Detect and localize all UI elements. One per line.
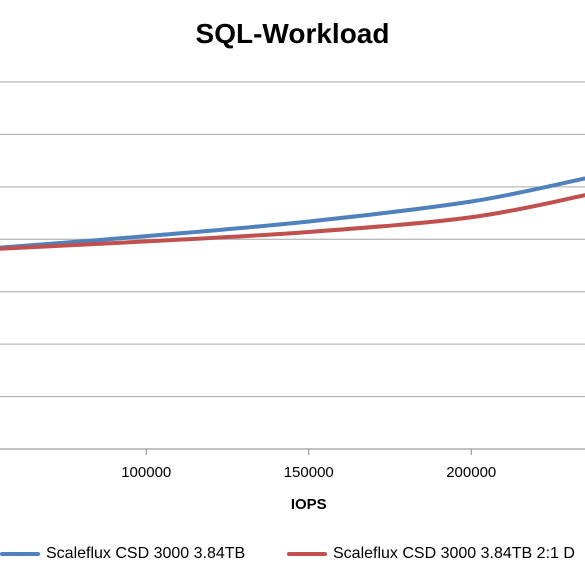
- legend: Scaleflux CSD 3000 3.84TB Scaleflux CSD …: [0, 541, 585, 567]
- legend-swatch-series-1: [0, 552, 40, 556]
- gridlines: [0, 81, 585, 450]
- chart-title: SQL-Workload: [195, 18, 390, 49]
- series-line-1: [0, 176, 585, 250]
- legend-item-series-2: Scaleflux CSD 3000 3.84TB 2:1 D: [287, 541, 575, 567]
- legend-label-series-1: Scaleflux CSD 3000 3.84TB: [46, 545, 246, 562]
- x-axis-title: IOPS: [291, 496, 327, 513]
- x-tick-label: 150000: [284, 464, 334, 481]
- series-lines: [0, 176, 585, 251]
- x-axis-ticks: 100000 150000 200000: [121, 449, 496, 481]
- x-tick-label: 100000: [121, 464, 171, 481]
- legend-item-series-1: Scaleflux CSD 3000 3.84TB: [0, 541, 245, 567]
- series-line-2: [0, 193, 585, 251]
- legend-label-series-2: Scaleflux CSD 3000 3.84TB 2:1 D: [333, 545, 575, 562]
- legend-swatch-series-2: [287, 552, 327, 556]
- x-tick-label: 200000: [446, 464, 496, 481]
